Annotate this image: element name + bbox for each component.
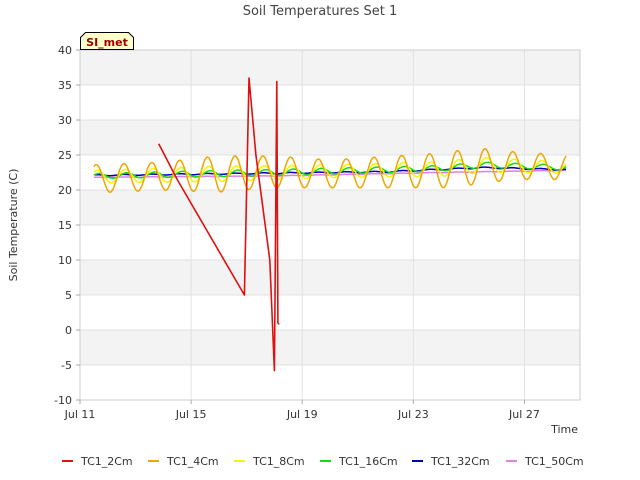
legend-label: TC1_32Cm	[430, 455, 490, 468]
plot-band	[80, 50, 580, 85]
y-tick-label: -5	[61, 359, 72, 372]
legend-item: TC1_16Cm	[320, 455, 398, 468]
x-axis-label: Time	[550, 423, 578, 436]
y-tick-label: 0	[65, 324, 72, 337]
plot-band	[80, 120, 580, 155]
legend: TC1_2Cm TC1_4Cm TC1_8Cm TC1_16Cm TC1_32Cm TC1…	[62, 455, 584, 468]
plot-band	[80, 225, 580, 260]
legend-item: TC1_2Cm	[62, 455, 133, 468]
plot-band	[80, 85, 580, 120]
y-tick-label: 40	[58, 44, 72, 57]
plot-band	[80, 260, 580, 295]
y-axis: -10 -5 0 5 10 15 20 25 30 35 40	[54, 44, 80, 407]
y-axis-label: Soil Temperature (C)	[7, 169, 20, 282]
legend-label: TC1_2Cm	[80, 455, 133, 468]
x-tick-label: Jul 19	[286, 408, 318, 421]
series-line-tc1-4cm	[93, 148, 567, 193]
legend-label: TC1_4Cm	[166, 455, 219, 468]
legend-label: TC1_50Cm	[524, 455, 584, 468]
site-badge: SI_met	[80, 32, 134, 50]
plot-band	[80, 295, 580, 330]
plot-bands	[80, 50, 580, 400]
y-tick-label: 25	[58, 149, 72, 162]
plot-band	[80, 365, 580, 400]
y-tick-label: 10	[58, 254, 72, 267]
series-layer	[93, 77, 567, 372]
y-tick-label: 5	[65, 289, 72, 302]
site-badge-label: SI_met	[86, 36, 128, 49]
plot-band	[80, 330, 580, 365]
x-axis: Jul 11 Jul 15 Jul 19 Jul 23 Jul 27	[64, 400, 540, 421]
legend-label: TC1_16Cm	[338, 455, 398, 468]
y-tick-label: 35	[58, 79, 72, 92]
legend-label: TC1_8Cm	[252, 455, 305, 468]
x-tick-label: Jul 11	[64, 408, 96, 421]
legend-item: TC1_8Cm	[234, 455, 305, 468]
x-tick-label: Jul 23	[397, 408, 429, 421]
legend-item: TC1_4Cm	[148, 455, 219, 468]
series-line-tc1-2cm	[157, 77, 280, 372]
y-tick-label: -10	[54, 394, 72, 407]
chart-title: Soil Temperatures Set 1	[243, 4, 398, 19]
legend-item: TC1_32Cm	[412, 455, 490, 468]
x-tick-label: Jul 27	[508, 408, 540, 421]
y-tick-label: 30	[58, 114, 72, 127]
plot-band	[80, 190, 580, 225]
y-tick-label: 15	[58, 219, 72, 232]
legend-item: TC1_50Cm	[506, 455, 584, 468]
x-tick-label: Jul 15	[175, 408, 207, 421]
y-tick-label: 20	[58, 184, 72, 197]
